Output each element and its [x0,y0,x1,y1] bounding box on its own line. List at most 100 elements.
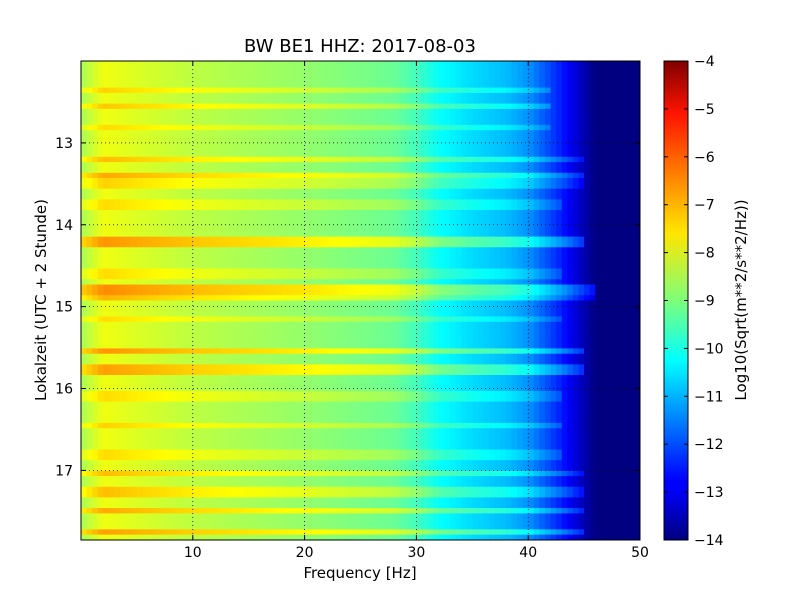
heatmap-cell [634,210,640,216]
heatmap-cell [243,151,250,158]
heatmap-cell [153,236,160,243]
heatmap-cell [237,61,244,67]
heatmap-cell [511,103,518,110]
heatmap-cell [399,98,406,105]
heatmap-cell [265,114,272,121]
heatmap-cell [394,199,401,206]
heatmap-cell [584,305,591,312]
heatmap-cell [254,114,261,121]
heatmap-cell [187,98,194,105]
heatmap-cell [606,82,613,89]
heatmap-cell [466,300,473,307]
heatmap-cell [304,151,311,158]
heatmap-cell [114,231,121,238]
heatmap-cell [354,183,362,190]
heatmap-cell [578,108,585,115]
heatmap-cell [248,140,255,147]
heatmap-cell [254,167,261,174]
heatmap-cell [293,268,300,275]
heatmap-cell [164,215,172,222]
heatmap-cell [159,225,166,232]
heatmap-cell [472,273,479,280]
heatmap-cell [533,178,540,185]
heatmap-cell [220,172,227,179]
heatmap-cell [533,263,540,270]
heatmap-cell [153,183,160,190]
heatmap-cell [170,167,177,174]
heatmap-cell [572,289,580,296]
heatmap-cell [209,135,216,142]
heatmap-cell [231,71,239,78]
heatmap-cell [544,215,552,222]
heatmap-cell [326,146,334,153]
heatmap-cell [326,311,334,318]
heatmap-cell [606,215,613,222]
heatmap-cell [203,114,211,121]
heatmap-cell [81,236,88,243]
heatmap-cell [461,151,468,158]
heatmap-cell [153,172,160,179]
heatmap-cell [500,178,507,185]
heatmap-cell [170,188,177,195]
heatmap-cell [226,98,233,105]
heatmap-cell [243,66,250,73]
heatmap-cell [606,289,613,296]
heatmap-cell [505,279,513,286]
heatmap-cell [589,172,596,179]
heatmap-cell [455,119,462,126]
heatmap-cell [612,316,619,323]
heatmap-cell [108,76,116,83]
heatmap-cell [176,231,183,238]
heatmap-cell [461,71,468,78]
heatmap-cell [522,231,529,238]
heatmap-cell [259,178,267,185]
heatmap-cell [505,71,513,78]
heatmap-cell [192,284,199,291]
heatmap-cell [472,194,479,200]
heatmap-cell [578,135,585,142]
heatmap-cell [433,225,440,232]
heatmap-cell [494,114,501,121]
heatmap-cell [153,311,160,318]
heatmap-cell [556,316,563,323]
heatmap-cell [477,305,485,312]
heatmap-cell [572,199,580,206]
heatmap-cell [231,124,239,131]
heatmap-cell [405,140,412,147]
heatmap-cell [248,108,255,115]
heatmap-cell [114,146,121,153]
heatmap-cell [477,321,485,328]
heatmap-cell [528,316,535,323]
heatmap-cell [617,204,624,211]
heatmap-cell [572,146,580,153]
heatmap-cell [561,103,568,110]
heatmap-cell [433,82,440,89]
heatmap-cell [287,321,295,328]
heatmap-cell [315,76,322,83]
heatmap-cell [606,321,613,328]
heatmap-cell [326,263,334,270]
heatmap-cell [181,140,188,147]
heatmap-cell [494,316,501,323]
heatmap-cell [360,76,367,83]
heatmap-cell [366,151,373,158]
heatmap-cell [315,231,322,238]
spectrogram-heatmap [81,61,640,540]
heatmap-cell [310,295,317,302]
heatmap-cell [600,124,608,131]
heatmap-cell [517,215,524,222]
heatmap-cell [517,199,524,206]
heatmap-cell [500,225,507,232]
heatmap-cell [159,66,166,73]
heatmap-cell [388,284,395,291]
heatmap-cell [142,321,149,328]
heatmap-cell [265,156,272,163]
heatmap-cell [477,76,485,83]
heatmap-cell [114,178,121,185]
heatmap-cell [584,289,591,296]
heatmap-cell [606,162,613,169]
heatmap-cell [461,119,468,126]
heatmap-cell [231,194,239,200]
heatmap-cell [332,87,339,94]
heatmap-cell [494,199,501,206]
